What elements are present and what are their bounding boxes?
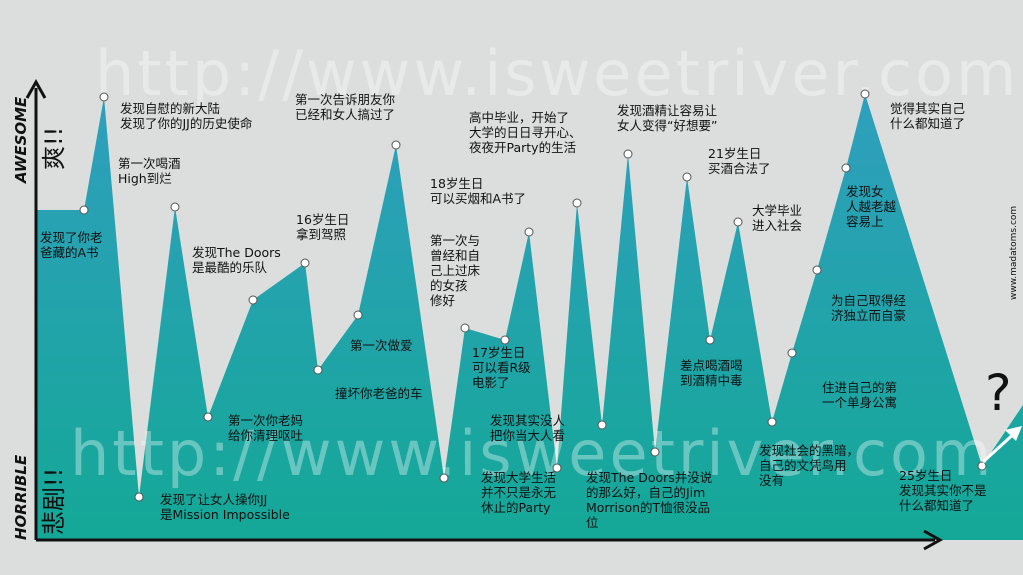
ending-arrow-head — [1005, 426, 1022, 441]
event-label: 发现自慰的新大陆发现了你的JJ的历史使命 — [120, 101, 253, 131]
event-label: 第一次你老妈给你清理呕吐 — [228, 413, 304, 443]
event-label: 21岁生日买酒合法了 — [708, 146, 771, 176]
event-marker — [650, 447, 660, 457]
event-label: 第一次告诉朋友你已经和女人搞过了 — [295, 92, 395, 122]
event-markers — [79, 89, 987, 502]
event-label: 发现酒精让容易让女人变得“好想要” — [617, 103, 717, 133]
event-marker — [500, 335, 510, 345]
event-marker — [313, 365, 323, 375]
event-label: 发现The Doors 是最酷的乐队 — [192, 245, 281, 275]
event-marker — [170, 202, 180, 212]
event-labels: 发现了你老爸藏的A书 发现自慰的新大陆发现了你的JJ的历史使命发现了让女人操你JJ… — [40, 92, 987, 530]
y-axis-top-cn: 爽!! — [40, 127, 68, 170]
event-label: 18岁生日可以买烟和A书了 — [430, 176, 526, 206]
event-marker — [391, 140, 401, 150]
event-label: 发现社会的黑暗，自己的文凭鸟用没有 — [759, 443, 859, 488]
event-marker — [99, 92, 109, 102]
event-marker — [733, 217, 743, 227]
event-marker — [787, 348, 797, 358]
event-marker — [841, 163, 851, 173]
event-marker — [977, 461, 987, 471]
y-axis-top-word: AWESOME — [12, 96, 30, 184]
event-label: 第一次做爱 — [350, 338, 413, 353]
event-marker — [812, 265, 822, 275]
event-label: 高中毕业，开始了大学的日日寻开心、夜夜开Party的生活 — [469, 110, 582, 155]
watermark-bottom: http://www.isweetriver.com — [70, 417, 994, 490]
event-marker — [524, 227, 534, 237]
y-axis-bottom-cn: 悲剧!! — [40, 468, 68, 535]
event-label: 发现了让女人操你JJ 是Mission Impossible — [160, 492, 290, 522]
event-label: 第一次与曾经和自己上过床的女孩修好 — [430, 233, 481, 308]
event-label: 16岁生日拿到驾照 — [296, 212, 349, 242]
event-marker — [460, 323, 470, 333]
event-label: 为自己取得经济独立而自豪 — [831, 293, 907, 323]
watermark-top: http://www.isweetriver.com — [95, 37, 1019, 110]
event-marker — [439, 473, 449, 483]
event-label: 发现其实没人把你当大人看 — [490, 413, 566, 443]
event-marker — [300, 258, 310, 268]
event-label: 发现The Doors并没说的那么好，自己的Jim Morrison的T恤很没品位 — [586, 470, 712, 530]
event-marker — [79, 205, 89, 215]
event-marker — [623, 149, 633, 159]
x-axis-arrow — [923, 529, 944, 551]
event-label: 25岁生日发现其实你不是什么都知道了 — [899, 468, 987, 513]
event-label: 17岁生日可以看R级电影了 — [472, 345, 531, 390]
event-label: 发现女人越老越容易上 — [846, 184, 897, 229]
y-axis-arrow — [25, 78, 47, 99]
event-label: 发现了你老爸藏的A书 — [40, 230, 103, 260]
event-label: 第一次喝酒 High到烂 — [118, 156, 181, 186]
mood-area — [36, 94, 1023, 540]
event-label: 发现大学生活并不只是永无休止的Party — [481, 470, 556, 515]
event-marker — [705, 335, 715, 345]
event-marker — [203, 412, 213, 422]
event-label: 撞坏你老爸的车 — [335, 386, 423, 401]
event-marker — [682, 172, 692, 182]
event-label: 大学毕业进入社会 — [752, 203, 803, 233]
event-marker — [860, 89, 870, 99]
event-marker — [597, 420, 607, 430]
question-mark: ? — [985, 364, 1012, 422]
event-label: 住进自己的第一个单身公寓 — [822, 380, 897, 410]
event-marker — [552, 463, 562, 473]
event-marker — [572, 198, 582, 208]
side-credit: www.madatoms.com — [1009, 206, 1019, 300]
event-marker — [134, 492, 144, 502]
event-marker — [248, 295, 258, 305]
event-label: 觉得其实自己什么都知道了 — [890, 101, 965, 131]
event-marker — [353, 310, 363, 320]
y-axis-bottom-word: HORRIBLE — [12, 454, 30, 540]
event-marker — [767, 417, 777, 427]
event-label: 差点喝酒喝到酒精中毒 — [680, 358, 743, 388]
